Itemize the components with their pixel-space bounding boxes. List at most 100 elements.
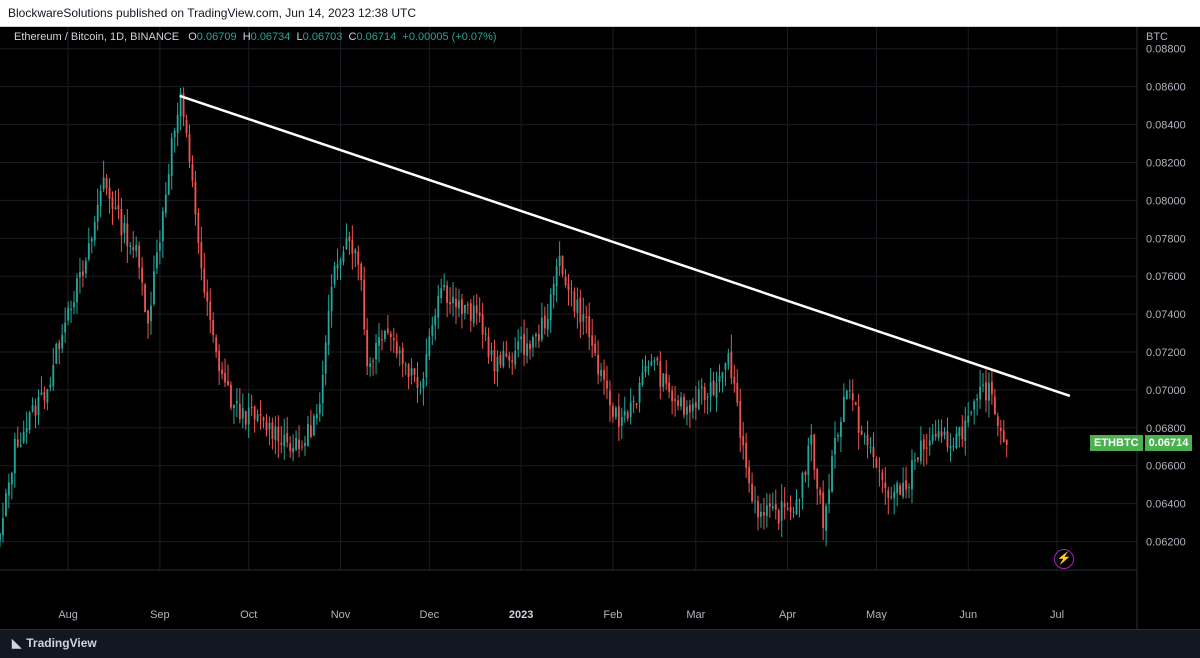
candle-body: [677, 400, 679, 406]
candle-body: [410, 368, 413, 376]
x-tick-label: Jul: [1050, 609, 1064, 621]
candle-body: [407, 364, 410, 377]
x-tick-label: Feb: [603, 609, 622, 621]
price-chart[interactable]: BTC 0.062000.064000.066000.068000.070000…: [0, 0, 1200, 629]
candle-body: [635, 403, 638, 405]
candle-body: [381, 339, 383, 341]
candle-body: [644, 365, 647, 373]
high-label: H: [242, 31, 251, 43]
candle-body: [742, 435, 745, 446]
trendline[interactable]: [179, 94, 1071, 397]
candle-body: [697, 389, 700, 410]
candle-body: [434, 315, 437, 326]
lightning-icon[interactable]: ⚡: [1054, 549, 1074, 569]
candle-body: [721, 372, 724, 378]
x-tick-label: Mar: [686, 609, 705, 621]
candle-body: [896, 483, 899, 494]
candle-body: [73, 302, 75, 308]
candle-body: [866, 434, 869, 446]
time-axis[interactable]: Aug Sep Oct Nov Dec 2023 Feb Mar Apr May Jun Jul: [58, 609, 1064, 621]
candle-body: [973, 401, 976, 410]
candle-body: [603, 370, 605, 380]
candle-body: [540, 317, 543, 340]
price-axis[interactable]: 0.06200 0.06400 0.06600 0.06800 0.07000 0.072…: [1146, 44, 1186, 549]
candle-body: [668, 382, 671, 392]
candle-body: [182, 93, 185, 118]
candle-body: [955, 433, 958, 448]
candle-body: [914, 459, 916, 462]
candle-body: [961, 426, 964, 440]
candle-body: [348, 236, 351, 242]
candle-body: [283, 434, 286, 447]
candle-body: [934, 433, 937, 437]
candle-body: [650, 361, 653, 366]
candle-body: [351, 240, 354, 254]
candle-body: [384, 330, 386, 340]
candle-body: [558, 255, 561, 266]
candle-body: [555, 266, 558, 287]
candle-body: [446, 285, 449, 303]
candle-body: [194, 181, 197, 215]
symbol-line[interactable]: Ethereum / Bitcoin, 1D, BINANCE: [14, 31, 180, 43]
candle-body: [221, 369, 223, 374]
candle-body: [546, 318, 549, 330]
candle-body: [825, 506, 828, 531]
x-tick-label: Dec: [420, 609, 440, 621]
candle-body: [437, 295, 440, 318]
candle-body: [301, 446, 303, 448]
candle-body: [1005, 440, 1008, 445]
candle-body: [985, 382, 987, 401]
candle-body: [274, 426, 277, 441]
candle-body: [727, 353, 730, 365]
candle-body: [857, 406, 860, 433]
candle-body: [869, 446, 872, 448]
candle-body: [982, 384, 984, 386]
candle-body: [999, 427, 1002, 431]
candle-body: [653, 360, 656, 362]
candle-body: [712, 380, 715, 395]
candle-body: [899, 485, 902, 495]
candle-body: [369, 363, 372, 367]
candle-body: [863, 436, 866, 438]
candle-body: [354, 249, 357, 254]
candle-body: [736, 383, 739, 403]
candle-body: [751, 484, 753, 502]
open-label: O: [188, 31, 197, 43]
candle-body: [990, 381, 993, 395]
candle-body: [659, 360, 662, 387]
candle-body: [203, 268, 206, 293]
y-tick-label: 0.07600: [1146, 271, 1186, 283]
candle-body: [96, 204, 99, 222]
candle-body: [271, 422, 274, 440]
candle-body: [173, 130, 176, 138]
candle-body: [256, 414, 259, 422]
candle-body: [141, 267, 144, 283]
candle-body: [280, 442, 283, 445]
candle-body: [312, 416, 315, 436]
candle-body: [594, 343, 597, 354]
candle-body: [706, 396, 709, 398]
candle-body: [916, 457, 919, 460]
candle-body: [49, 384, 52, 388]
candle-body: [1002, 430, 1005, 442]
candle-body: [372, 360, 374, 362]
candle-body: [241, 408, 244, 419]
tradingview-logo[interactable]: ◣ TradingView: [12, 636, 97, 650]
y-axis-unit: BTC: [1146, 31, 1168, 43]
candle-body: [10, 472, 13, 485]
low-value: 0.06703: [302, 31, 343, 43]
candle-body: [564, 277, 567, 285]
candle-body: [114, 207, 117, 210]
trendline-segment[interactable]: [179, 94, 1071, 397]
candle-body: [887, 490, 890, 498]
candle-body: [804, 471, 807, 475]
candle-body: [484, 333, 487, 336]
candle-body: [807, 445, 810, 475]
candle-body: [31, 404, 34, 412]
candle-body: [801, 473, 804, 499]
y-tick-label: 0.06600: [1146, 461, 1186, 473]
candle-body: [890, 496, 893, 498]
publish-header: BlockwareSolutions published on TradingV…: [0, 0, 1200, 27]
candle-body: [647, 366, 650, 368]
candle-body: [834, 437, 836, 455]
